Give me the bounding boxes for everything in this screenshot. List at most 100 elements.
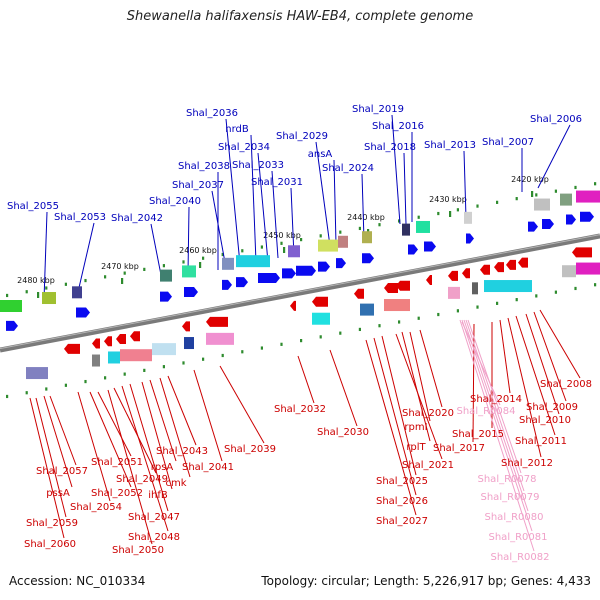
reverse-gene-label: Shal_2020 [402,408,454,419]
scale-tick [45,387,48,391]
forward-gene-arrow [362,253,374,264]
genome-summary-text: Topology: circular; Length: 5,226,917 bp… [261,574,591,588]
leader-line [381,335,417,476]
reverse-gene-arrow [384,283,398,294]
scale-major-tick [531,191,534,197]
scale-major-tick [449,211,452,217]
scale-tick [496,301,499,305]
scale-tick [319,234,322,238]
reverse-gene-label: Shal_2025 [376,476,428,487]
reverse-gene-block [92,354,100,367]
scale-tick [162,264,165,268]
scale-tick-label: 2480 kbp [17,276,55,285]
scale-tick [123,372,126,376]
leader-line [539,309,581,379]
reverse-gene-label: Shal_2051 [91,457,143,468]
reverse-gene-label: Shal_2026 [376,496,428,507]
scale-tick [476,305,479,309]
forward-gene-label: Shal_2037 [172,180,224,191]
forward-gene-block [464,211,472,224]
forward-gene-arrow [318,261,330,272]
reverse-gene-label: pssA [46,488,70,499]
reverse-gene-label: Shal_2047 [128,512,180,523]
scale-tick [456,208,459,212]
reverse-gene-label: rplT [406,442,426,453]
scale-tick [594,182,597,186]
leader-line [391,114,401,225]
forward-gene-arrow [258,272,280,283]
scale-tick [182,361,185,365]
scale-tick [358,226,361,231]
forward-gene-block [42,292,56,305]
scale-tick [162,365,165,369]
reverse-gene-block [312,312,330,325]
leader-line [525,313,560,415]
scale-tick [437,211,440,216]
forward-gene-label: Shal_2053 [54,212,106,223]
forward-gene-arrow [222,279,232,290]
leader-line [49,395,77,466]
scale-tick [574,286,577,291]
scale-tick-label: 2470 kbp [101,262,139,271]
scale-tick [6,293,9,298]
reverse-gene-arrow [462,268,470,279]
forward-gene-arrow [282,268,296,279]
reverse-gene-label: Shal_2039 [224,444,276,455]
scale-tick [241,249,244,253]
forward-gene-label: Shal_2042 [111,213,163,224]
forward-gene-arrow [580,211,594,222]
scale-tick [202,256,205,260]
leader-line [113,387,157,474]
reverse-gene-block [26,367,48,380]
scale-ticks-upper [6,182,597,298]
label-leader-lines [29,114,581,552]
reverse-gene-label: Shal_2009 [526,402,578,413]
reverse-gene-label: Shal_2008 [540,379,592,390]
leader-line [467,319,522,474]
leader-line [121,385,169,532]
forward-gene-block [160,269,172,282]
reverse-gene-arrow [92,338,100,349]
rna-gene-label: Shal_R0080 [485,512,544,523]
reverse-gene-arrow [448,270,458,281]
leader-line [35,397,67,518]
reverse-gene-block [120,349,152,362]
leader-line [77,391,111,502]
leader-line [315,141,331,247]
forward-gene-block [338,235,348,248]
reverse-gene-arrow [312,296,328,307]
reverse-gene-arrow [116,333,126,344]
reverse-gene-arrow [64,343,80,354]
forward-gene-block [362,231,372,244]
scale-tick [554,189,557,193]
leader-line [419,329,443,408]
genome-backbone [0,233,600,353]
forward-gene-block [534,198,550,211]
scale-tick [574,185,577,190]
scale-tick [84,278,87,283]
forward-gene-arrow [424,241,436,252]
leader-line [403,152,407,225]
forward-gene-label: Shal_2031 [251,177,303,188]
forward-gene-label: Shal_2006 [530,114,582,125]
reverse-gene-label: Shal_2027 [376,516,428,527]
scale-tick [339,331,342,335]
reverse-gene-label: Shal_2032 [274,404,326,415]
rna-gene-label: Shal_R0081 [489,532,548,543]
leader-line [499,319,511,394]
reverse-gene-label: Shal_2050 [112,545,164,556]
scale-tick [515,197,518,201]
leader-line [250,134,257,263]
reverse-gene-label: ihfB [148,490,168,501]
scale-tick [339,230,342,234]
forward-gene-label: Shal_2034 [218,142,270,153]
scale-tick [221,353,224,358]
reverse-gene-label: Shal_2049 [116,474,168,485]
reverse-gene-label: Shal_2015 [452,429,504,440]
rna-gene-label: Shal_R0082 [491,552,550,563]
scale-tick-label: 2450 kbp [263,231,301,240]
leader-line [271,170,279,259]
reverse-gene-label: Shal_2012 [501,458,553,469]
reverse-gene-block [576,262,600,275]
